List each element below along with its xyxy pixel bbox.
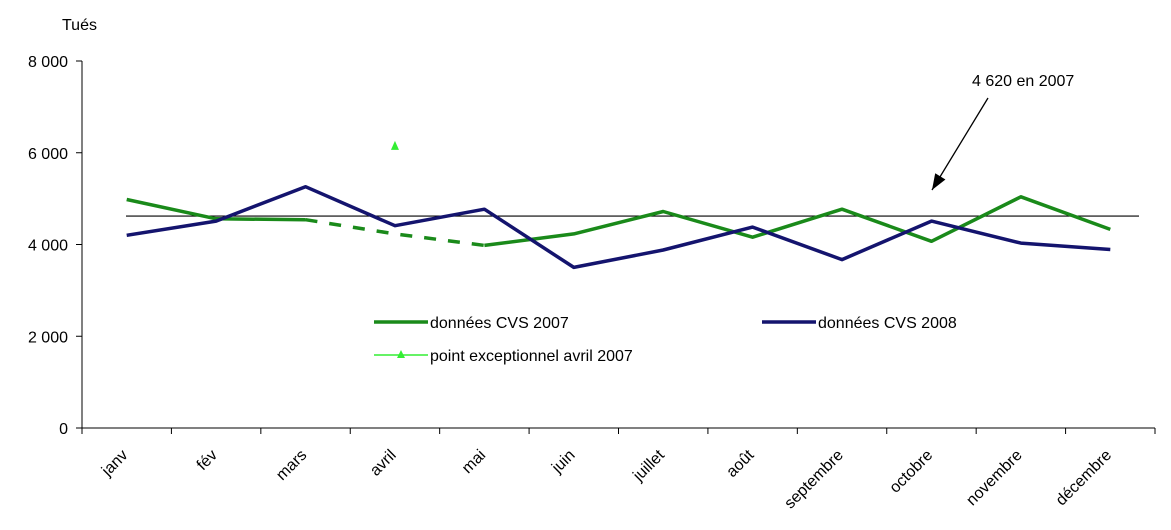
x-tick-label: octobre: [887, 447, 937, 497]
annotation-label: 4 620 en 2007: [972, 73, 1074, 90]
y-axis-title: Tués: [62, 17, 97, 34]
x-tick-label: avril: [367, 447, 400, 480]
y-tick-label: 4 000: [28, 238, 68, 255]
x-tick-label: décembre: [1053, 447, 1115, 509]
x-tick-label: août: [723, 446, 757, 480]
x-tick-label: janv: [98, 447, 131, 480]
x-tick-label: juin: [548, 447, 578, 477]
legend-marker-exceptional: [397, 350, 405, 358]
annotation-arrow-head: [932, 173, 946, 190]
exceptional-point-marker: [390, 140, 399, 150]
series-2007-line: [126, 197, 306, 222]
series-2007-line: [484, 195, 1111, 248]
legend-label-2008: données CVS 2008: [818, 315, 957, 332]
x-tick-label: septembre: [781, 447, 847, 513]
x-tick-label: mars: [273, 447, 310, 484]
annotation: 4 620 en 2007: [931, 73, 1074, 191]
x-axis: janv fév mars avril mai juin juillet août septem…: [81, 427, 1156, 513]
x-tick-label: novembre: [963, 447, 1025, 509]
legend-label-exceptional: point exceptionnel avril 2007: [430, 348, 633, 365]
series-2008-line: [126, 184, 1111, 270]
y-axis: 0 2 000 4 000 6 000 8 000: [28, 54, 83, 438]
y-tick-label: 0: [59, 421, 68, 438]
y-tick-label: 6 000: [28, 146, 68, 163]
y-tick-label: 2 000: [28, 329, 68, 346]
x-tick-label: fév: [194, 447, 221, 474]
y-tick-label: 8 000: [28, 54, 68, 71]
legend-label-2007: données CVS 2007: [430, 315, 569, 332]
series-lines: [126, 140, 1111, 270]
legend: données CVS 2007 données CVS 2008 point …: [374, 315, 957, 365]
series-2007-dashed-segment: [305, 217, 485, 248]
x-tick-label: mai: [459, 447, 489, 477]
x-tick-label: juillet: [630, 446, 669, 485]
annotation-arrow-line: [931, 97, 989, 191]
